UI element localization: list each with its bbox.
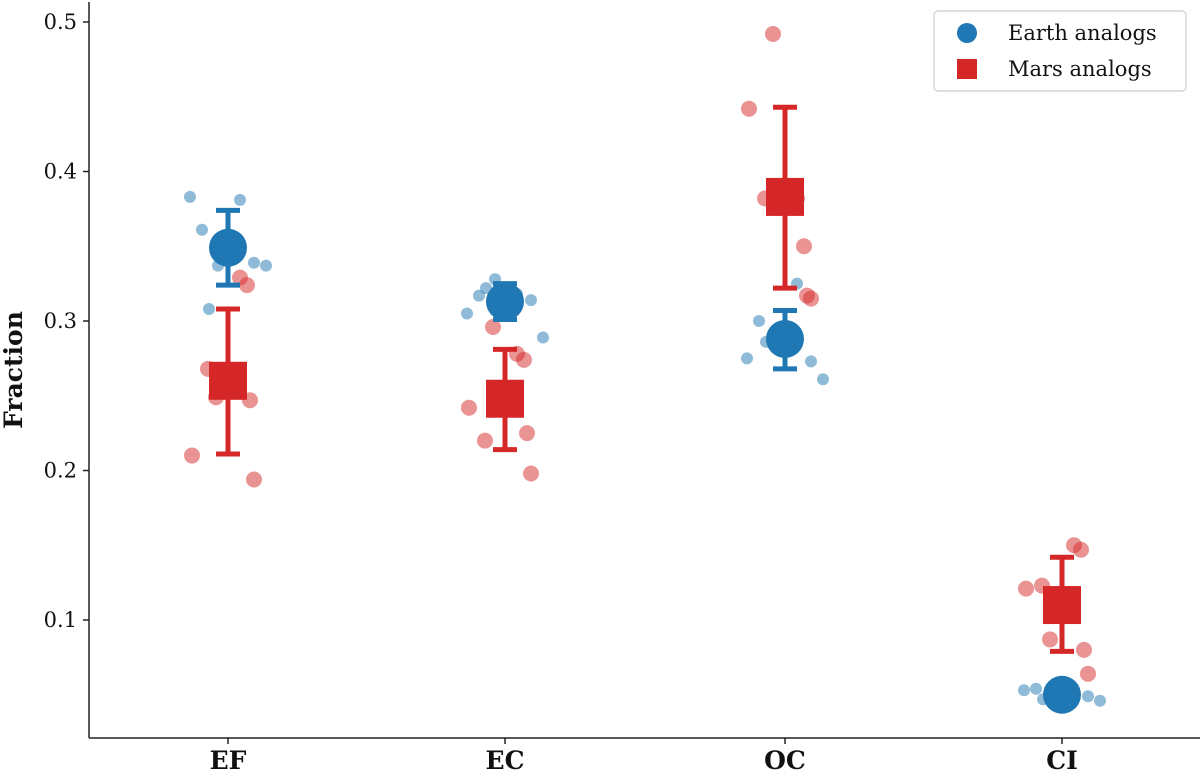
earth-sample-point xyxy=(525,294,537,307)
x-tick-label: EC xyxy=(486,746,525,770)
mars-sample-point xyxy=(1018,580,1034,597)
earth-mean-marker xyxy=(486,282,524,321)
y-tick-label: 0.4 xyxy=(44,160,77,184)
mars-sample-point xyxy=(239,277,255,294)
legend-frame xyxy=(933,10,1187,92)
legend-mars-marker xyxy=(957,59,977,79)
mars-sample-point xyxy=(796,238,812,255)
earth-sample-point xyxy=(805,355,817,368)
mars-sample-point xyxy=(519,425,535,442)
earth-mean-marker xyxy=(1043,675,1081,714)
earth-sample-point xyxy=(234,193,246,206)
mars-mean-marker xyxy=(766,177,804,216)
y-tick-label: 0.2 xyxy=(44,459,77,483)
earth-sample-point xyxy=(1094,694,1106,707)
mars-sample-point xyxy=(184,447,200,464)
earth-sample-point xyxy=(461,307,473,320)
x-tick-label: OC xyxy=(764,746,806,770)
earth-sample-point xyxy=(203,303,215,316)
mars-mean-marker xyxy=(486,379,524,418)
mars-sample-point xyxy=(246,471,262,488)
mars-sample-point xyxy=(516,351,532,368)
earth-sample-point xyxy=(260,259,272,272)
mars-sample-point xyxy=(485,318,501,335)
earth-sample-point xyxy=(248,256,260,269)
mars-sample-point xyxy=(1076,641,1092,658)
x-ticks: EF EC OC CI xyxy=(210,738,1078,770)
mars-sample-point xyxy=(765,25,781,42)
y-tick-label: 0.1 xyxy=(44,608,77,632)
earth-sample-point xyxy=(817,373,829,386)
earth-sample-point xyxy=(1018,684,1030,697)
earth-sample-point xyxy=(196,223,208,236)
mars-sample-point xyxy=(741,100,757,117)
earth-sample-point xyxy=(184,190,196,203)
y-tick-label: 0.5 xyxy=(44,10,77,34)
legend-earth-label: Earth analogs xyxy=(1008,21,1157,45)
legend-earth-marker xyxy=(957,23,977,43)
legend-mars-label: Mars analogs xyxy=(1008,57,1152,81)
earth-sample-point xyxy=(473,289,485,302)
x-tick-label: CI xyxy=(1046,746,1078,770)
mars-mean-marker xyxy=(1043,586,1081,625)
earth-sample-point xyxy=(741,352,753,365)
x-tick-label: EF xyxy=(210,746,247,770)
earth-sample-point xyxy=(1030,682,1042,695)
mars-mean-marker xyxy=(209,361,247,400)
earth-mean-marker xyxy=(766,319,804,358)
mars-sample-point xyxy=(803,290,819,307)
y-tick-label: 0.3 xyxy=(44,309,77,333)
mars-sample-point xyxy=(1080,665,1096,682)
mean-markers xyxy=(209,104,1081,714)
mars-sample-point xyxy=(477,432,493,449)
earth-sample-point xyxy=(753,315,765,327)
earth-mean-marker xyxy=(209,228,247,267)
y-ticks: 0.1 0.2 0.3 0.4 0.5 xyxy=(44,10,89,632)
earth-sample-point xyxy=(480,282,492,295)
mars-sample-point xyxy=(523,465,539,482)
earth-sample-point xyxy=(1082,690,1094,703)
earth-scatter-points xyxy=(184,190,1106,707)
mars-sample-point xyxy=(1042,631,1058,648)
mars-sample-point xyxy=(461,399,477,416)
legend: Earth analogs Mars analogs xyxy=(933,10,1187,92)
y-axis-title: Fraction xyxy=(0,311,28,429)
mars-sample-point xyxy=(1073,541,1089,558)
mars-scatter-points xyxy=(184,25,1096,682)
earth-sample-point xyxy=(537,331,549,344)
